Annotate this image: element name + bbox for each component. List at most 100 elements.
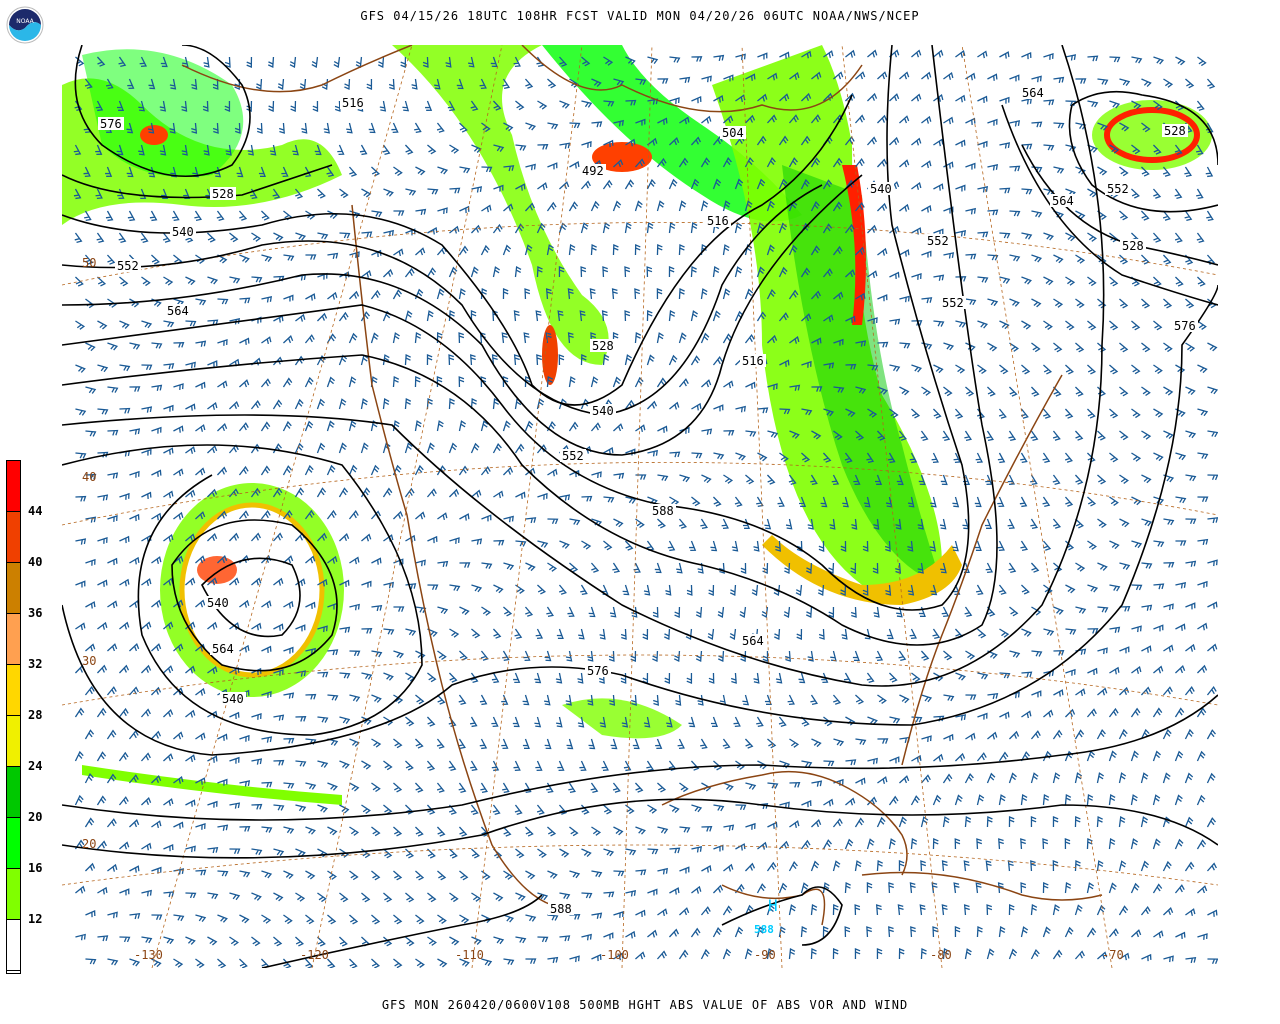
wind-barb	[1207, 643, 1218, 652]
wind-barb	[339, 672, 351, 679]
wind-barb	[415, 694, 425, 705]
wind-barb	[195, 340, 207, 347]
wind-barb	[1109, 56, 1121, 63]
wind-barb	[346, 122, 353, 134]
wind-barb	[173, 599, 184, 608]
wind-barb	[1119, 122, 1130, 132]
wind-barb	[625, 56, 636, 65]
wind-barb	[723, 74, 734, 82]
wind-barb	[999, 364, 1009, 375]
wind-barb	[493, 184, 504, 192]
wind-barb	[1109, 276, 1119, 287]
wind-barb	[425, 100, 433, 111]
wind-barb	[740, 650, 747, 662]
wind-barb	[490, 56, 498, 68]
wind-barb	[1096, 729, 1106, 740]
wind-barb	[933, 49, 944, 58]
wind-barb	[282, 377, 293, 388]
wind-barb	[999, 187, 1011, 194]
wind-barb	[536, 222, 546, 234]
wind-barb	[830, 650, 837, 662]
wind-barb	[392, 376, 400, 388]
wind-barb	[911, 273, 922, 280]
wind-barb	[965, 386, 975, 397]
wind-barb	[581, 540, 592, 550]
wind-barb	[203, 56, 210, 68]
chart-title: GFS 04/15/26 18UTC 108HR FCST VALID MON …	[360, 9, 920, 23]
vorticity-band	[392, 45, 609, 365]
color-scale-label: 20	[28, 810, 43, 824]
wind-barb	[933, 364, 944, 374]
wind-barb	[163, 621, 174, 630]
wind-barb	[721, 518, 729, 530]
wind-barb	[1052, 518, 1062, 529]
wind-barb	[591, 471, 602, 479]
wind-barb	[141, 578, 152, 586]
wind-barb	[867, 408, 878, 418]
color-scale-label: 40	[28, 555, 43, 569]
wind-barb	[361, 848, 371, 859]
wind-barb	[74, 232, 83, 243]
wind-barb	[546, 376, 554, 388]
wind-barb	[569, 870, 581, 879]
wind-barb	[667, 540, 676, 552]
wind-barb	[559, 892, 571, 900]
wind-barb	[85, 298, 95, 309]
wind-barb	[778, 716, 787, 727]
wind-barb	[933, 274, 945, 281]
wind-barb	[955, 229, 966, 237]
wind-barb	[679, 116, 690, 125]
wind-barb	[1207, 386, 1218, 395]
wind-barb	[207, 847, 219, 854]
wind-barb	[481, 606, 492, 616]
wind-barb	[515, 848, 525, 859]
wind-barb	[361, 716, 372, 725]
wind-barb	[163, 753, 174, 762]
wind-barb	[305, 826, 316, 835]
wind-barb	[236, 166, 244, 178]
wind-barb	[299, 78, 307, 90]
wind-barb	[1021, 232, 1033, 240]
wind-barb	[294, 355, 305, 366]
wind-barb	[1087, 584, 1099, 593]
wind-barb	[766, 474, 776, 485]
wind-barb	[774, 628, 781, 640]
wind-barb	[896, 606, 903, 618]
color-scale-segment	[7, 665, 20, 716]
wind-barb	[766, 114, 777, 124]
wind-barb	[1053, 76, 1065, 84]
wind-barb	[987, 73, 998, 81]
wind-barb	[558, 354, 565, 366]
wind-barb	[522, 738, 530, 750]
wind-barb	[997, 882, 1004, 894]
wind-barb	[1064, 794, 1072, 806]
wind-barb	[547, 826, 557, 837]
wind-barb	[1131, 320, 1141, 331]
wind-barb	[436, 122, 445, 133]
wind-barb	[940, 474, 948, 486]
wind-barb	[603, 496, 615, 503]
wind-barb	[811, 430, 822, 440]
wind-barb	[1141, 342, 1151, 353]
wind-barb	[625, 496, 637, 504]
wind-barb	[371, 557, 382, 565]
wind-barb	[722, 288, 731, 300]
wind-barb	[735, 452, 746, 461]
wind-barb	[756, 926, 765, 938]
wind-barb	[471, 892, 482, 902]
wind-barb	[568, 782, 576, 794]
wind-barb	[1087, 100, 1099, 108]
wind-barb	[877, 247, 888, 256]
wind-barb	[129, 470, 140, 478]
wind-barb	[1184, 816, 1194, 828]
wind-barb	[85, 558, 96, 566]
contour-label: 492	[582, 164, 604, 178]
wind-barb	[735, 53, 746, 61]
contour-label: 576	[1174, 319, 1196, 333]
wind-barb	[515, 892, 526, 901]
wind-barb	[866, 926, 873, 938]
wind-barb	[899, 295, 910, 303]
wind-barb	[348, 510, 359, 520]
wind-barb	[314, 144, 322, 156]
contour-label: 540	[592, 404, 614, 418]
